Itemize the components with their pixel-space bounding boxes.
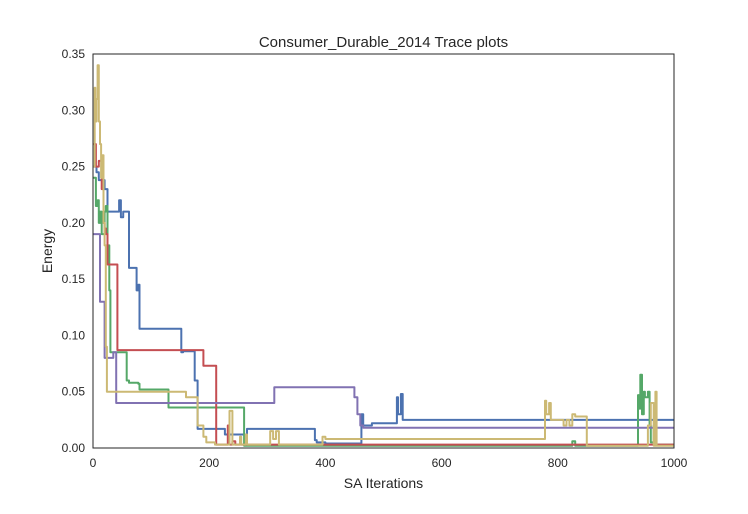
y-tick-label: 0.05	[62, 385, 86, 399]
y-tick-label: 0.10	[62, 328, 86, 342]
x-tick-label: 600	[432, 456, 452, 470]
y-axis-label: Energy	[39, 229, 55, 273]
x-tick-label: 800	[548, 456, 568, 470]
chart-title: Consumer_Durable_2014 Trace plots	[259, 34, 508, 51]
y-tick-label: 0.20	[62, 216, 86, 230]
y-tick-label: 0.15	[62, 272, 86, 286]
x-tick-label: 0	[90, 456, 97, 470]
series-line-1	[93, 165, 674, 445]
y-tick-label: 0.00	[62, 441, 86, 455]
y-tick-label: 0.25	[62, 160, 86, 174]
y-tick-label: 0.30	[62, 103, 86, 117]
plot-frame	[92, 53, 675, 449]
x-axis-label: SA Iterations	[344, 475, 423, 491]
series-layer	[93, 64, 674, 447]
x-axis-ticks: 0 200 400 600 800 1000	[90, 456, 688, 470]
series-line-5	[93, 64, 674, 447]
series-line-4	[93, 233, 674, 429]
x-tick-label: 400	[315, 456, 335, 470]
x-tick-label: 1000	[661, 456, 688, 470]
x-tick-label: 200	[199, 456, 219, 470]
y-tick-label: 0.35	[62, 47, 86, 61]
y-axis-ticks: 0.00 0.05 0.10 0.15 0.20 0.25 0.30 0.35	[62, 47, 86, 455]
